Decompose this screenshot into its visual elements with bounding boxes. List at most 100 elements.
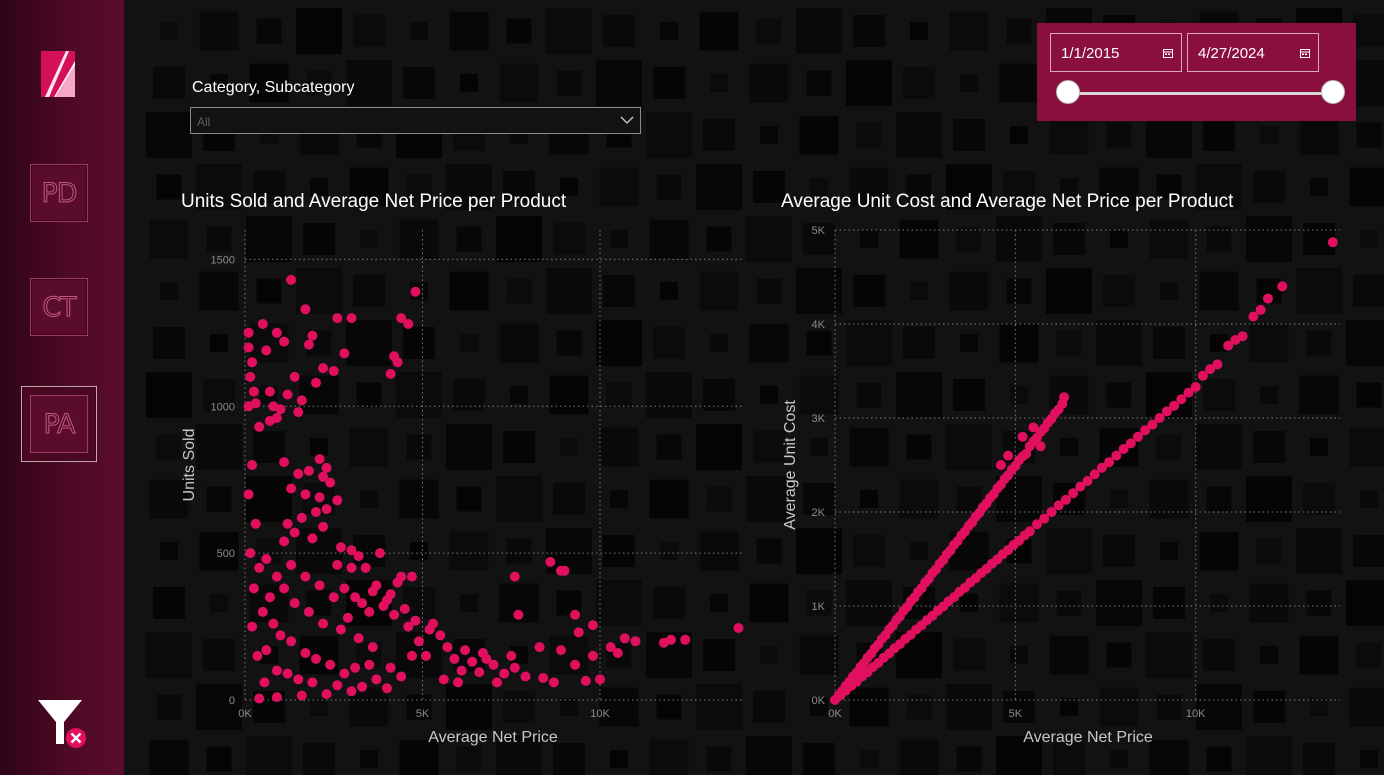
chart-2-data-point[interactable]	[1212, 359, 1223, 370]
chart-1-data-point[interactable]	[314, 492, 325, 503]
chart-1-data-point[interactable]	[339, 583, 350, 594]
chart-2-data-point[interactable]	[1183, 387, 1194, 398]
chart-2-data-point[interactable]	[1147, 419, 1158, 430]
chart-1-data-point[interactable]	[545, 556, 556, 567]
chart-1-data-point[interactable]	[346, 562, 357, 573]
chart-1-data-point[interactable]	[339, 348, 350, 359]
chart-1-data-point[interactable]	[289, 371, 300, 382]
chart-1-data-point[interactable]	[303, 465, 314, 476]
chart-2-data-point[interactable]	[1059, 392, 1070, 403]
chart-1-data-point[interactable]	[403, 319, 414, 329]
chart-2-data-point[interactable]	[1118, 444, 1129, 454]
chart-1-data-point[interactable]	[293, 468, 304, 479]
chart-2-data-point[interactable]	[1223, 340, 1234, 351]
chart-1-data-point[interactable]	[325, 659, 336, 670]
chart-1-data-point[interactable]	[254, 693, 265, 704]
chart-1-data-point[interactable]	[396, 313, 407, 324]
chart-1-data-point[interactable]	[367, 642, 378, 653]
chart-1-data-point[interactable]	[254, 421, 265, 432]
chart-1-data-point[interactable]	[264, 386, 275, 397]
chart-2-data-point[interactable]	[1068, 488, 1079, 499]
chart-2-data-point[interactable]	[1104, 457, 1115, 468]
chart-1-data-point[interactable]	[570, 659, 581, 670]
chart-1-data-point[interactable]	[350, 662, 361, 673]
chart-2-data-point[interactable]	[1169, 400, 1180, 411]
chart-1-data-point[interactable]	[296, 395, 307, 406]
chart-1-data-point[interactable]	[449, 653, 460, 664]
chart-1-data-point[interactable]	[300, 489, 311, 500]
date-slider-end-handle[interactable]	[1321, 80, 1345, 104]
chart-1-data-point[interactable]	[257, 319, 268, 329]
chart-2-data-point[interactable]	[1089, 469, 1100, 480]
chart-1-data-point[interactable]	[293, 407, 304, 418]
chart-1-data-point[interactable]	[296, 512, 307, 523]
chart-1-data-point[interactable]	[318, 363, 329, 374]
calendar-icon[interactable]	[1300, 48, 1310, 58]
chart-1-data-point[interactable]	[300, 571, 311, 582]
chart-1-data-point[interactable]	[435, 630, 446, 641]
chart-1-data-point[interactable]	[733, 623, 744, 633]
chart-2-data-point[interactable]	[1028, 422, 1039, 433]
chart-1-data-point[interactable]	[573, 627, 584, 638]
chart-1-data-point[interactable]	[261, 645, 272, 656]
chart-2-data-point[interactable]	[1161, 406, 1172, 417]
chart-1-data-point[interactable]	[307, 533, 318, 544]
chart-2-data-point[interactable]	[1003, 450, 1014, 461]
chart-1-data-point[interactable]	[534, 642, 545, 653]
chart-1-data-point[interactable]	[314, 580, 325, 591]
chart-2-data-point[interactable]	[1042, 417, 1053, 428]
chart-1-data-point[interactable]	[453, 677, 463, 688]
chart-1-data-point[interactable]	[328, 366, 339, 376]
chart-2-data-point[interactable]	[1021, 448, 1032, 459]
chart-1-data-point[interactable]	[357, 598, 368, 609]
date-slider-track[interactable]	[1068, 92, 1333, 95]
chart-1-data-point[interactable]	[410, 286, 421, 297]
chart-1-data-point[interactable]	[261, 554, 272, 564]
chart-2-data-point[interactable]	[1255, 304, 1266, 315]
chart-2-data-point[interactable]	[1017, 431, 1028, 442]
chart-1-data-point[interactable]	[282, 518, 293, 529]
chart-1-data-point[interactable]	[374, 548, 385, 559]
chart-1-data-point[interactable]	[321, 689, 332, 700]
chart-1-data-point[interactable]	[357, 681, 368, 692]
chart-2-data-point[interactable]	[1024, 526, 1035, 537]
chart-1-data-point[interactable]	[406, 650, 417, 661]
chart-1-data-point[interactable]	[399, 603, 410, 614]
chart-1-data-point[interactable]	[413, 636, 424, 647]
chart-1-data-point[interactable]	[332, 559, 343, 570]
chart-1-data-point[interactable]	[243, 342, 254, 353]
chart-1-data-point[interactable]	[286, 559, 297, 570]
chart-1-data-point[interactable]	[378, 601, 389, 611]
chart-1-data-point[interactable]	[252, 650, 263, 661]
chart-1-data-point[interactable]	[328, 592, 339, 603]
chart-1-data-point[interactable]	[282, 668, 293, 679]
chart-1-data-point[interactable]	[587, 650, 598, 661]
chart-1-data-point[interactable]	[559, 565, 570, 576]
chart-1-data-point[interactable]	[318, 471, 329, 482]
chart-1-data-point[interactable]	[385, 662, 396, 673]
chart-1-data-point[interactable]	[570, 609, 581, 620]
chart-1-data-point[interactable]	[332, 680, 343, 691]
chart-1-data-point[interactable]	[279, 336, 290, 347]
chart-1-data-point[interactable]	[364, 659, 375, 670]
chart-2-data-point[interactable]	[1248, 311, 1259, 322]
chart-1-data-point[interactable]	[289, 598, 300, 609]
chart-1-data-point[interactable]	[325, 477, 336, 488]
chart-1-data-point[interactable]	[385, 368, 396, 379]
calendar-icon[interactable]	[1163, 48, 1173, 58]
chart-1-data-point[interactable]	[392, 577, 403, 588]
chart-2-data-point[interactable]	[1197, 370, 1208, 381]
chart-1-data-point[interactable]	[245, 371, 256, 382]
chart-1-data-point[interactable]	[520, 671, 531, 682]
chart-1-data-point[interactable]	[261, 345, 272, 356]
chart-1-data-point[interactable]	[442, 642, 453, 653]
chart-2-data-point[interactable]	[1133, 431, 1143, 442]
chart-1-data-point[interactable]	[332, 313, 343, 324]
chart-2-data-point[interactable]	[1262, 293, 1273, 304]
chart-1-data-point[interactable]	[279, 536, 290, 547]
category-slicer-dropdown[interactable]: All	[190, 107, 641, 134]
chart-1-data-point[interactable]	[353, 551, 364, 562]
chart-2-data-point[interactable]	[1035, 441, 1046, 452]
chart-1-data-point[interactable]	[321, 462, 332, 473]
chart-1-data-point[interactable]	[259, 677, 270, 688]
